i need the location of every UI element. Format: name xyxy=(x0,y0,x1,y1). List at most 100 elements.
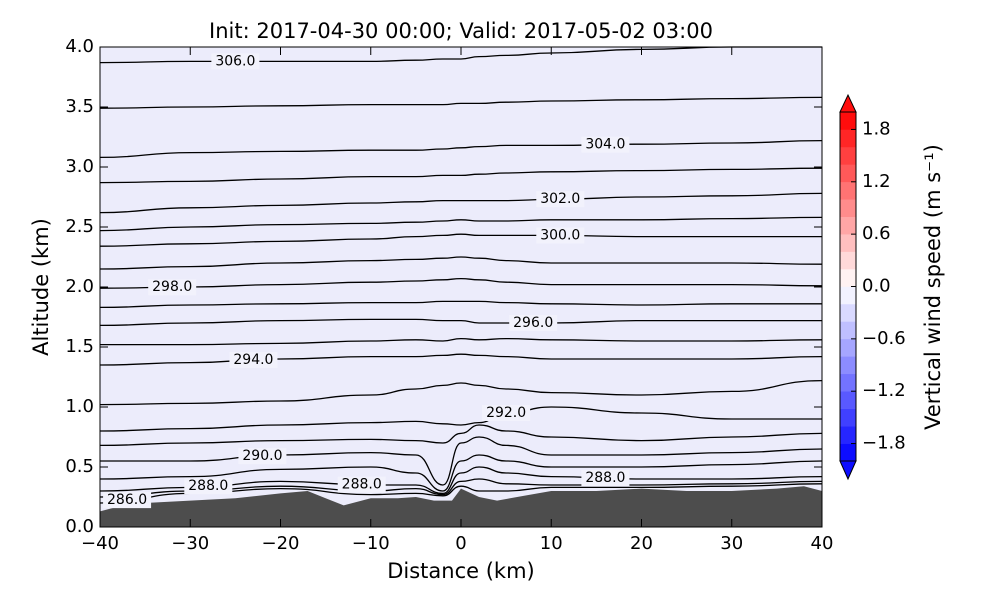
contour-line xyxy=(99,466,823,495)
contour-line xyxy=(99,192,823,214)
colorbar-band xyxy=(840,443,856,462)
contour-label-bg xyxy=(337,476,386,493)
y-tick-label: 2.5 xyxy=(65,216,94,237)
colorbar-band xyxy=(840,129,856,148)
contour-line xyxy=(99,406,822,432)
colorbar-band xyxy=(840,356,856,375)
colorbar-tick-label: 0.6 xyxy=(862,223,891,244)
y-tick-label: 0.5 xyxy=(65,456,94,477)
colorbar-label: Vertical wind speed (m s⁻¹) xyxy=(921,144,945,430)
contour-label: 298.0 xyxy=(152,279,192,295)
contour-label: 306.0 xyxy=(215,53,255,69)
contour-label-bg xyxy=(581,136,630,153)
y-tick-label: 3.0 xyxy=(65,156,94,177)
contour-label: 302.0 xyxy=(540,191,580,207)
chart-title: Init: 2017-04-30 00:00; Valid: 2017-05-0… xyxy=(209,19,713,43)
colorbar-band xyxy=(840,391,856,409)
colorbar-band xyxy=(840,251,856,270)
contour-label-bg xyxy=(581,470,630,487)
colorbar-band xyxy=(840,338,856,357)
contour-label-bg xyxy=(238,448,287,465)
contour-line xyxy=(99,216,823,232)
colorbar-tick-label: −1.8 xyxy=(862,433,906,454)
contour-label-bg xyxy=(184,478,233,495)
colorbar-band xyxy=(840,234,856,252)
x-tick-label: 30 xyxy=(720,533,743,554)
contour-label: 288.0 xyxy=(342,477,382,493)
contour-label-bg xyxy=(509,315,558,331)
colorbar-band xyxy=(840,321,856,340)
colorbar-band xyxy=(840,269,856,287)
contour-line xyxy=(99,478,823,498)
colorbar-band xyxy=(840,164,856,183)
contour-label-bg xyxy=(536,191,585,208)
axes: −40 −30 −20 −10 0 10 20 30 40 0.0 0.5 1.0 1.5 2.0 2.5 3… xyxy=(65,36,905,554)
terrain-layer xyxy=(100,486,822,527)
contour-line xyxy=(99,233,822,247)
contour-line xyxy=(99,96,823,109)
colorbar-band xyxy=(840,112,856,130)
x-tick-label: 20 xyxy=(630,533,653,554)
contour-label-bg xyxy=(536,227,585,244)
contour-label-bg xyxy=(229,352,278,369)
contour-label: 288.0 xyxy=(188,478,228,494)
contour-label: 294.0 xyxy=(233,352,273,368)
colorbar-extend-top xyxy=(839,93,857,113)
contour-label-bg xyxy=(482,405,531,421)
contour-label-bg xyxy=(211,53,260,70)
x-axis-label: Distance (km) xyxy=(387,559,535,583)
colorbar-band xyxy=(840,146,856,165)
x-tick-label: 0 xyxy=(455,533,466,554)
y-tick-label: 1.0 xyxy=(65,396,94,417)
colorbar-extend-bottom xyxy=(839,460,857,481)
contour-label: 296.0 xyxy=(513,315,553,331)
x-tick-label: −40 xyxy=(81,533,119,554)
contour-label: 290.0 xyxy=(242,448,282,464)
x-tick-label: −20 xyxy=(262,533,300,554)
contour-line xyxy=(99,46,822,64)
colorbar-tick-label: −0.6 xyxy=(862,328,906,349)
contour-label-bg xyxy=(103,492,152,509)
y-tick-label: 1.5 xyxy=(65,336,94,357)
contour-line xyxy=(99,454,823,492)
colorbar-band xyxy=(840,216,856,235)
contour-line xyxy=(99,379,823,406)
y-tick-label: 2.0 xyxy=(65,276,94,297)
x-tick-label: 40 xyxy=(811,533,834,554)
x-tick-label: −30 xyxy=(171,533,209,554)
contour-line xyxy=(99,167,823,184)
contour-line xyxy=(99,300,822,309)
contour-line xyxy=(99,256,823,270)
contour-label: 286.0 xyxy=(107,492,147,508)
colorbar-tick-label: 1.8 xyxy=(862,118,891,139)
colorbar-band xyxy=(840,199,856,217)
y-tick-label: 4.0 xyxy=(65,36,94,57)
contour-line xyxy=(100,337,823,346)
contour-label: 292.0 xyxy=(486,405,526,421)
y-tick-label: 0.0 xyxy=(65,516,94,537)
contour-label-bg xyxy=(148,279,197,296)
contour-line xyxy=(99,277,823,289)
contour-line xyxy=(99,424,823,447)
contour-line xyxy=(99,139,823,159)
colorbar-tick-label: 0.0 xyxy=(862,276,891,297)
contour-labels: 286.0 288.0 288.0 288.0 290.0 292.0 294.0 296.0… xyxy=(103,53,630,509)
colorbar-band xyxy=(840,373,856,392)
x-tick-label: −10 xyxy=(352,533,390,554)
colorbar-tick-label: 1.2 xyxy=(862,171,891,192)
y-axis-label: Altitude (km) xyxy=(29,218,53,356)
colorbar-tick-label: −1.2 xyxy=(862,380,906,401)
contour-line xyxy=(99,483,823,504)
terrain xyxy=(100,486,822,527)
x-tick-label: 10 xyxy=(540,533,563,554)
colorbar-band xyxy=(840,303,856,322)
contour-label: 288.0 xyxy=(585,470,625,486)
y-tick-label: 3.5 xyxy=(65,96,94,117)
colorbar-band xyxy=(840,408,856,427)
contour-line xyxy=(99,318,822,327)
contour-label: 300.0 xyxy=(540,228,580,244)
colorbar-band xyxy=(840,286,856,305)
contour-label: 304.0 xyxy=(585,137,625,153)
colorbar-band xyxy=(840,426,856,444)
